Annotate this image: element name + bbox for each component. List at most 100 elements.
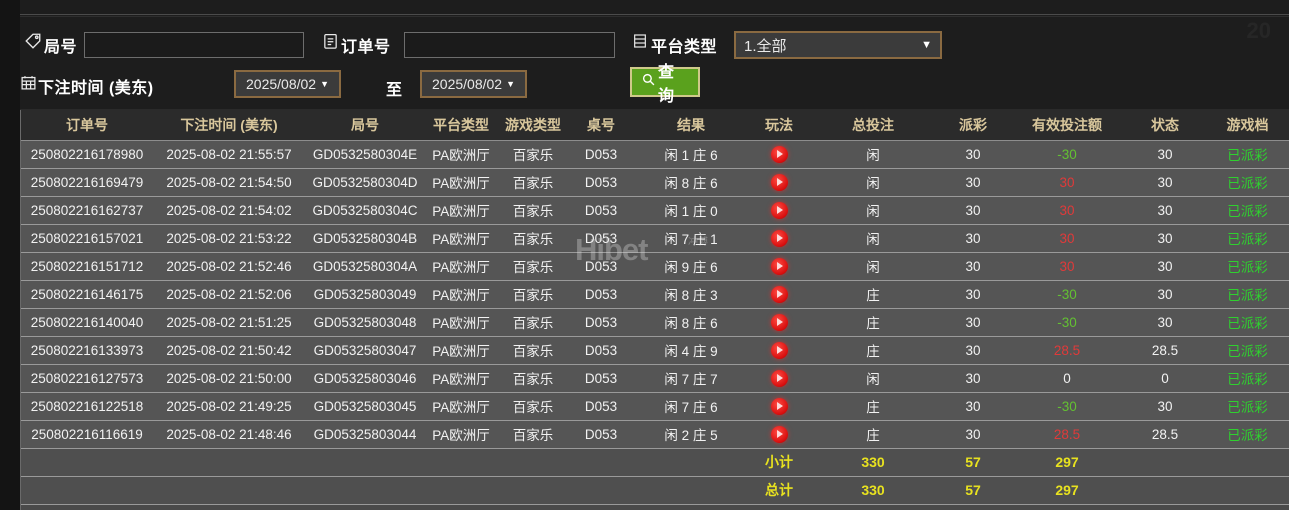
- summary-empty-cell: [425, 476, 497, 505]
- cell-order-no: 250802216151712: [21, 252, 153, 281]
- cell-total-bet: 30: [937, 224, 1009, 253]
- cell-result-play[interactable]: [749, 252, 809, 281]
- play-icon[interactable]: [770, 369, 788, 387]
- cell-bet-time: 2025-08-02 21:48:46: [153, 420, 305, 449]
- cell-round-no: GD05325803045: [305, 392, 425, 421]
- cell-payout: -30: [1009, 392, 1125, 421]
- table-row[interactable]: 250802216140040 2025-08-02 21:51:25 GD0532…: [21, 308, 1289, 337]
- round-no-input[interactable]: [84, 32, 304, 58]
- col-table-no[interactable]: 桌号: [569, 110, 633, 141]
- cell-result-play[interactable]: [749, 364, 809, 393]
- cell-result-play[interactable]: [749, 336, 809, 365]
- table-row[interactable]: 250802216162737 2025-08-02 21:54:02 GD0532…: [21, 196, 1289, 225]
- cell-game-type: 百家乐: [497, 364, 569, 393]
- col-order-no[interactable]: 订单号: [21, 110, 153, 141]
- platform-type-label: 平台类型: [651, 39, 718, 56]
- play-icon[interactable]: [770, 145, 788, 163]
- col-round-no[interactable]: 局号: [305, 110, 425, 141]
- table-summary-row: 总计 330 57 297: [21, 476, 1289, 505]
- cell-platform-type: PA欧洲厅: [425, 140, 497, 169]
- cell-game-type: 百家乐: [497, 168, 569, 197]
- table-row[interactable]: 250802216146175 2025-08-02 21:52:06 GD0532…: [21, 280, 1289, 309]
- search-icon: [642, 73, 655, 91]
- table-row[interactable]: 250802216116619 2025-08-02 21:48:46 GD0532…: [21, 420, 1289, 449]
- cell-result-play[interactable]: [749, 168, 809, 197]
- col-game-type[interactable]: 游戏类型: [497, 110, 569, 141]
- summary-empty-cell: [1205, 476, 1289, 505]
- cell-result-play[interactable]: [749, 392, 809, 421]
- table-row[interactable]: 250802216151712 2025-08-02 21:52:46 GD0532…: [21, 252, 1289, 281]
- cell-payout: 30: [1009, 224, 1125, 253]
- summary-empty-cell: [1125, 448, 1205, 477]
- cell-valid-bet: 30: [1125, 308, 1205, 337]
- cell-bet-option: 闲: [809, 224, 937, 253]
- summary-empty-cell: [633, 476, 749, 505]
- platform-type-select[interactable]: 1.全部 ▼: [734, 31, 942, 59]
- cell-bet-time: 2025-08-02 21:49:25: [153, 392, 305, 421]
- cell-result-play[interactable]: [749, 224, 809, 253]
- cell-platform-type: PA欧洲厅: [425, 168, 497, 197]
- play-icon[interactable]: [770, 313, 788, 331]
- table-row[interactable]: 250802216157021 2025-08-02 21:53:22 GD0532…: [21, 224, 1289, 253]
- cell-result: 闲 1 庄 0: [633, 196, 749, 225]
- cell-status: 已派彩: [1205, 140, 1289, 169]
- cell-result-play[interactable]: [749, 308, 809, 337]
- cell-game-type: 百家乐: [497, 140, 569, 169]
- table-row[interactable]: 250802216178980 2025-08-02 21:55:57 GD0532…: [21, 140, 1289, 169]
- cell-result: 闲 8 庄 6: [633, 168, 749, 197]
- order-no-input[interactable]: [404, 32, 615, 58]
- cell-table-no: D053: [569, 168, 633, 197]
- cell-game-type: 百家乐: [497, 392, 569, 421]
- summary-valid-bet: 297: [1009, 476, 1125, 505]
- cell-result: 闲 7 庄 1: [633, 224, 749, 253]
- play-icon[interactable]: [770, 397, 788, 415]
- cell-result-play[interactable]: [749, 196, 809, 225]
- table-row[interactable]: 250802216133973 2025-08-02 21:50:42 GD0532…: [21, 336, 1289, 365]
- cell-result: 闲 2 庄 5: [633, 420, 749, 449]
- bet-time-start-datepicker[interactable]: 2025/08/02 ▼: [234, 70, 341, 98]
- cell-game-type: 百家乐: [497, 252, 569, 281]
- col-bet-option[interactable]: 玩法: [749, 110, 809, 141]
- col-result[interactable]: 结果: [633, 110, 749, 141]
- cell-table-no: D053: [569, 140, 633, 169]
- cell-bet-option: 闲: [809, 364, 937, 393]
- cell-total-bet: 30: [937, 392, 1009, 421]
- play-icon[interactable]: [770, 425, 788, 443]
- chevron-down-icon: ▼: [921, 39, 932, 51]
- cell-round-no: GD05325803047: [305, 336, 425, 365]
- bet-records-table-container[interactable]: 订单号 下注时间 (美东) 局号 平台类型 游戏类型 桌号 结果 玩法 总投注 …: [20, 110, 1289, 510]
- cell-bet-time: 2025-08-02 21:50:00: [153, 364, 305, 393]
- cell-bet-time: 2025-08-02 21:55:57: [153, 140, 305, 169]
- cell-status: 已派彩: [1205, 420, 1289, 449]
- cell-bet-time: 2025-08-02 21:54:02: [153, 196, 305, 225]
- top-divider: [0, 14, 1289, 15]
- summary-empty-cell: [153, 476, 305, 505]
- play-icon[interactable]: [770, 285, 788, 303]
- cell-round-no: GD05325803049: [305, 280, 425, 309]
- table-row[interactable]: 250802216127573 2025-08-02 21:50:00 GD0532…: [21, 364, 1289, 393]
- col-game-record[interactable]: 游戏档: [1205, 110, 1289, 141]
- col-total-bet[interactable]: 总投注: [809, 110, 937, 141]
- col-payout[interactable]: 派彩: [937, 110, 1009, 141]
- play-icon[interactable]: [770, 341, 788, 359]
- query-button[interactable]: 查询: [630, 64, 700, 105]
- col-platform-type[interactable]: 平台类型: [425, 110, 497, 141]
- cell-order-no: 250802216146175: [21, 280, 153, 309]
- play-icon[interactable]: [770, 201, 788, 219]
- table-row[interactable]: 250802216122518 2025-08-02 21:49:25 GD0532…: [21, 392, 1289, 421]
- play-icon[interactable]: [770, 229, 788, 247]
- play-icon[interactable]: [770, 173, 788, 191]
- col-bet-time[interactable]: 下注时间 (美东): [153, 110, 305, 141]
- cell-result-play[interactable]: [749, 420, 809, 449]
- play-icon[interactable]: [770, 257, 788, 275]
- cell-result-play[interactable]: [749, 140, 809, 169]
- cell-status: 已派彩: [1205, 364, 1289, 393]
- col-valid-bet[interactable]: 有效投注额: [1009, 110, 1125, 141]
- table-row[interactable]: 250802216169479 2025-08-02 21:54:50 GD0532…: [21, 168, 1289, 197]
- col-status[interactable]: 状态: [1125, 110, 1205, 141]
- cell-table-no: D053: [569, 308, 633, 337]
- cell-platform-type: PA欧洲厅: [425, 196, 497, 225]
- bet-time-end-datepicker[interactable]: 2025/08/02 ▼: [420, 70, 527, 98]
- cell-result-play[interactable]: [749, 280, 809, 309]
- summary-empty-cell: [1205, 448, 1289, 477]
